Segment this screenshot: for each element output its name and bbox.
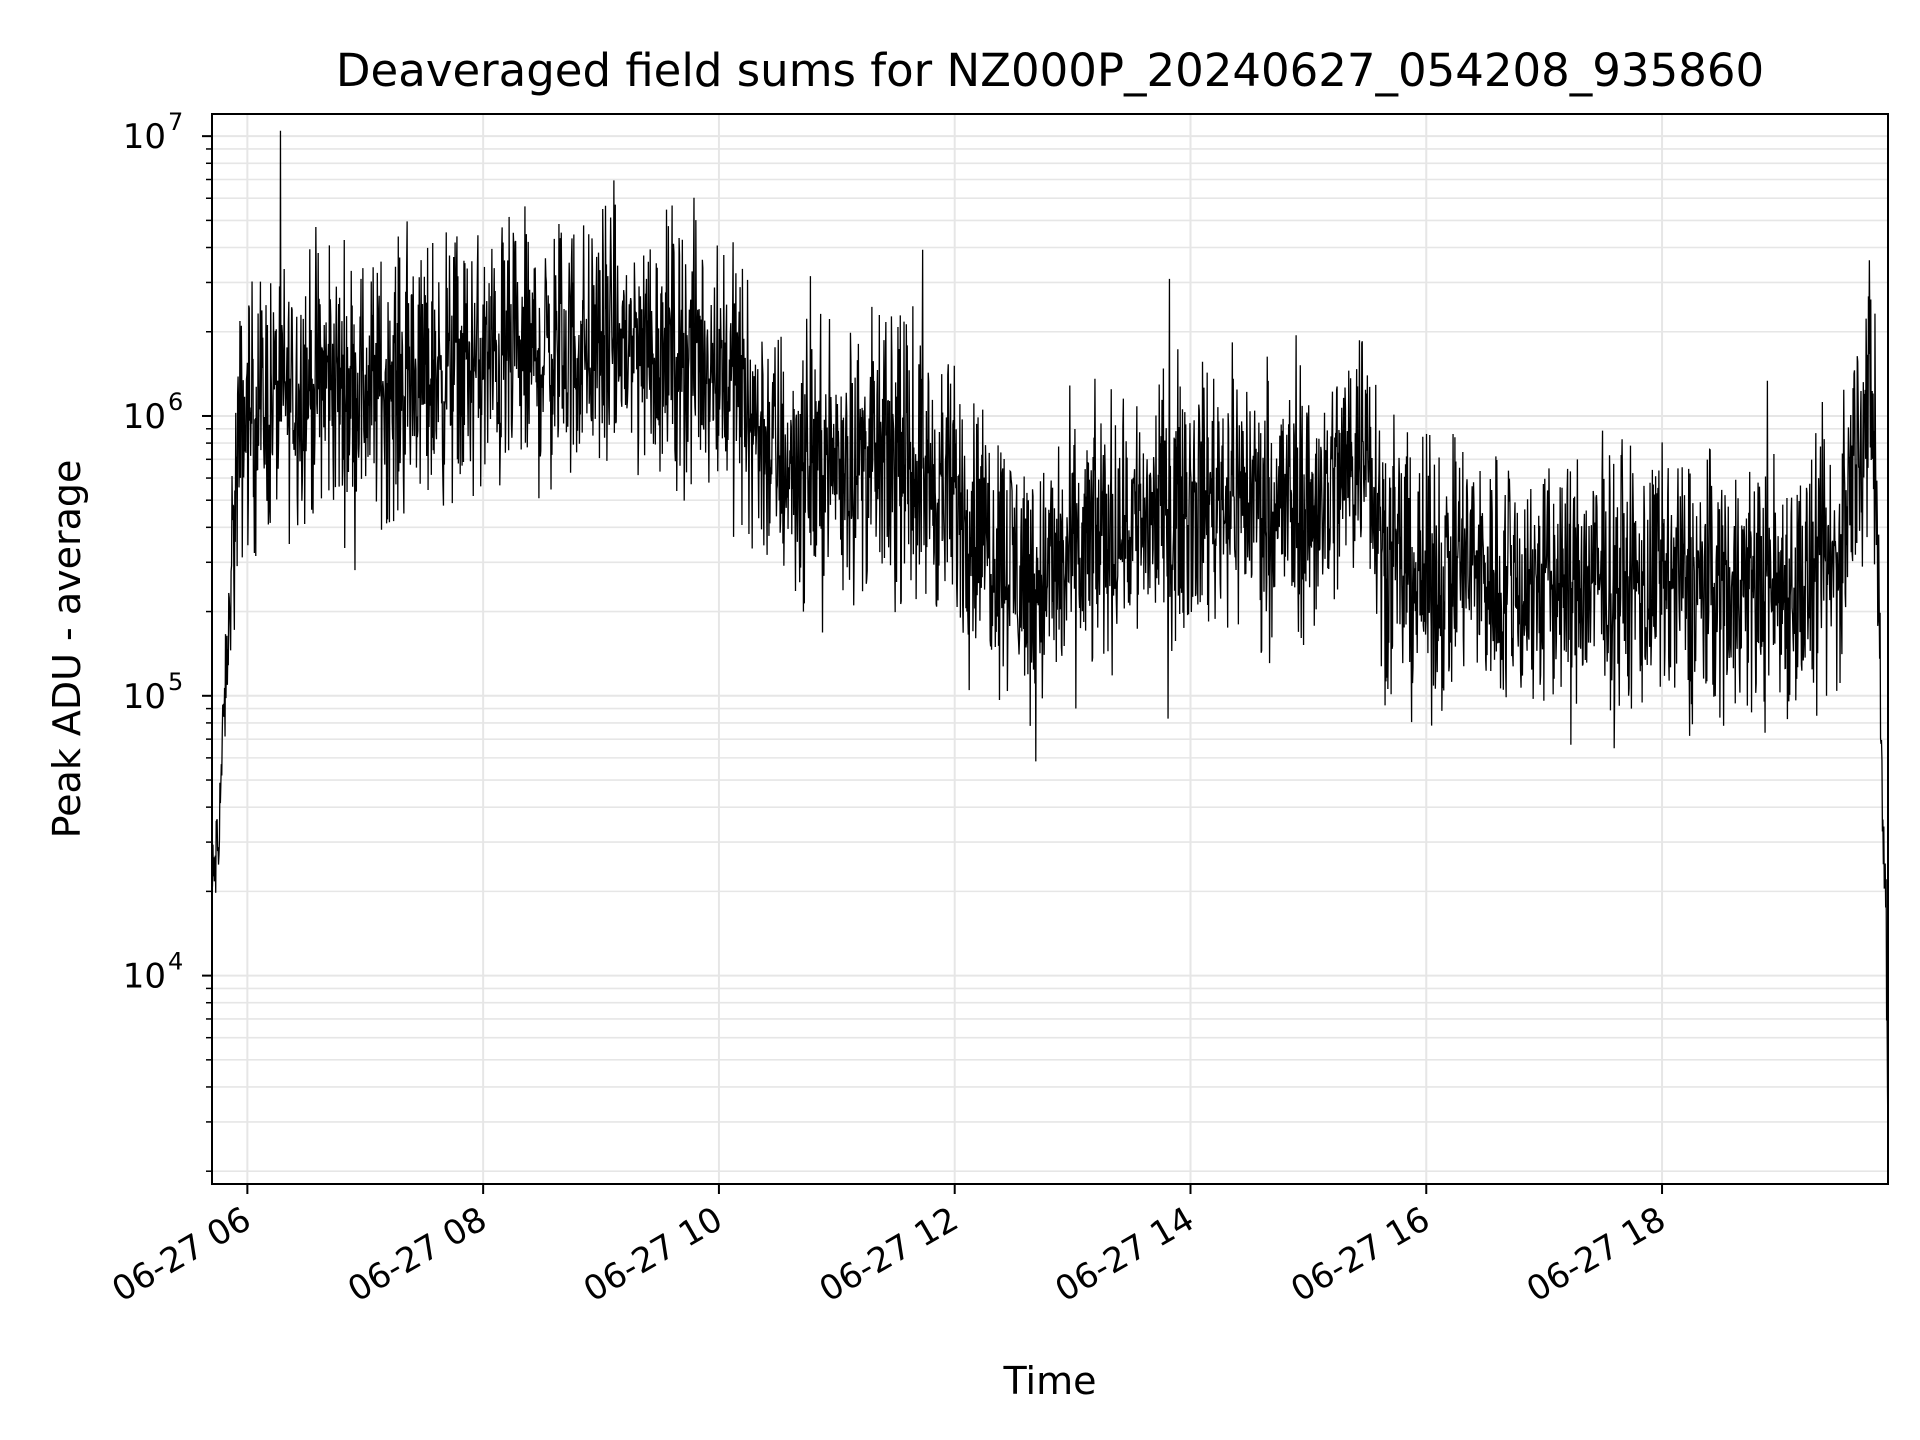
plot-frame — [211, 113, 1889, 1185]
y-tick-exponent: 5 — [168, 668, 183, 696]
y-tick-label: 10 — [123, 117, 166, 157]
chart-title: Deaveraged field sums for NZ000P_2024062… — [336, 44, 1764, 97]
y-axis-label: Peak ADU - average — [45, 460, 89, 839]
y-tick-label: 10 — [123, 397, 166, 437]
y-tick-exponent: 7 — [168, 108, 183, 136]
series-line — [211, 130, 1889, 1146]
y-tick-label: 10 — [123, 677, 166, 717]
y-tick-label: 10 — [123, 957, 166, 997]
x-axis-label: Time — [1003, 1359, 1097, 1403]
series-layer — [211, 130, 1889, 1146]
y-tick-exponent: 6 — [168, 388, 183, 416]
y-tick-exponent: 4 — [168, 948, 183, 976]
